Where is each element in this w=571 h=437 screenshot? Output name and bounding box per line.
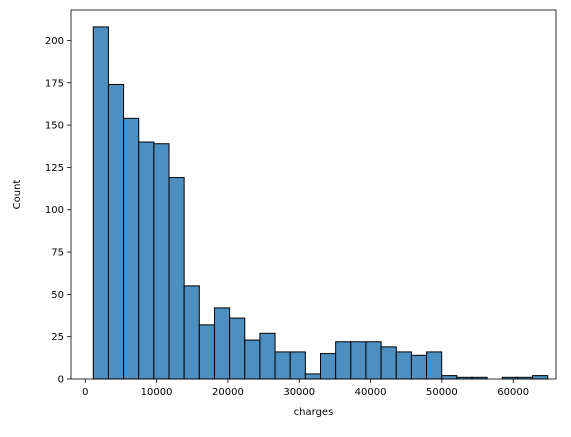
histogram-bar [123, 117, 140, 380]
histogram-bar [229, 317, 246, 380]
histogram-bar [426, 351, 443, 380]
histogram-bar [153, 143, 170, 380]
bars-layer [92, 26, 549, 380]
histogram-bar [320, 353, 337, 380]
y-tick-label: 100 [45, 205, 64, 216]
x-tick-label: 30000 [283, 387, 315, 398]
x-tick-label: 50000 [426, 387, 458, 398]
x-axis-label: charges [294, 407, 334, 418]
histogram-bar [168, 177, 185, 380]
histogram-bar [380, 346, 397, 380]
histogram-bar [304, 373, 322, 380]
plot-frame [70, 9, 557, 380]
y-tick-label: 200 [45, 36, 64, 47]
histogram-bar [92, 26, 109, 380]
x-tick-label: 40000 [355, 387, 387, 398]
y-tick-label: 50 [51, 290, 64, 301]
histogram-bar [138, 141, 155, 380]
histogram-bar [395, 351, 412, 380]
histogram-bar [532, 375, 549, 380]
histogram-bar [183, 285, 200, 380]
histogram-bar [274, 351, 291, 380]
histogram-bar [244, 339, 261, 380]
histogram-bar [441, 375, 458, 380]
y-axis-label: Count [12, 180, 23, 210]
histogram-bar [198, 324, 215, 380]
histogram-bar [259, 332, 276, 380]
x-axis-ticks: 0 10000 20000 30000 40000 50000 60000 [82, 379, 529, 398]
histogram-bar [213, 307, 231, 380]
x-tick-label: 20000 [212, 387, 244, 398]
histogram-bar [350, 341, 367, 380]
histogram-bar [107, 83, 125, 380]
y-tick-label: 125 [45, 163, 64, 174]
x-tick-label: 10000 [141, 387, 173, 398]
histogram-bar [410, 354, 428, 380]
y-axis-ticks: 0 25 50 75 100 125 150 175 200 [45, 36, 71, 386]
x-tick-label: 0 [82, 387, 88, 398]
x-tick-label: 60000 [497, 387, 529, 398]
y-tick-label: 25 [51, 332, 64, 343]
histogram-bar [335, 341, 352, 380]
y-tick-label: 175 [45, 78, 64, 89]
y-tick-label: 150 [45, 121, 64, 132]
y-tick-label: 75 [51, 248, 64, 259]
y-tick-label: 0 [58, 375, 64, 386]
histogram-bar [289, 351, 306, 380]
histogram-bar [365, 341, 382, 380]
